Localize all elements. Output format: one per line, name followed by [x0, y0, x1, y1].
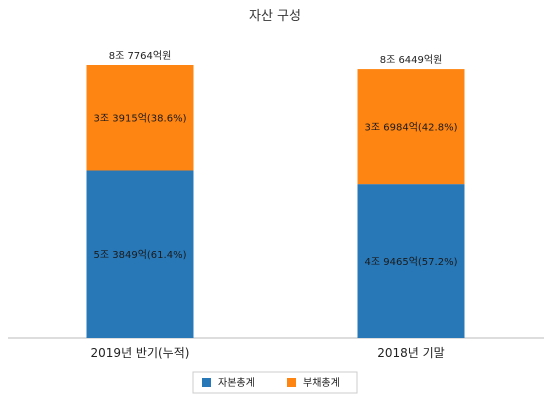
- legend: 자본총계 부채총계: [192, 371, 358, 394]
- legend-label-0: 자본총계: [218, 377, 255, 389]
- bar-segment-equity-1: [357, 184, 465, 338]
- legend-swatch-1: [287, 378, 296, 387]
- segment-value-label: 5조 3849억(61.4%): [94, 249, 187, 261]
- legend-frame: [192, 371, 358, 394]
- chart-title: 자산 구성: [249, 9, 301, 24]
- x-tick-label: 2019년 반기(누적): [91, 346, 190, 360]
- segment-value-label: 3조 3915억(38.6%): [94, 113, 187, 125]
- segment-value-label: 4조 9465억(57.2%): [365, 256, 458, 268]
- bar-segment-equity-0: [86, 170, 194, 338]
- legend-label-1: 부채총계: [303, 377, 340, 389]
- total-value-label: 8조 6449억원: [380, 54, 443, 66]
- bar-segment-liabilities-0: [86, 65, 194, 171]
- legend-swatch-0: [202, 378, 211, 387]
- x-tick-label: 2018년 기말: [377, 346, 444, 360]
- bar-segment-liabilities-1: [357, 69, 465, 185]
- segment-value-label: 3조 6984억(42.8%): [365, 122, 458, 134]
- bars-group: 5조 3849억(61.4%) 3조 3915억(38.6%) 8조 7764억원 2…: [86, 50, 465, 360]
- total-value-label: 8조 7764억원: [109, 50, 172, 62]
